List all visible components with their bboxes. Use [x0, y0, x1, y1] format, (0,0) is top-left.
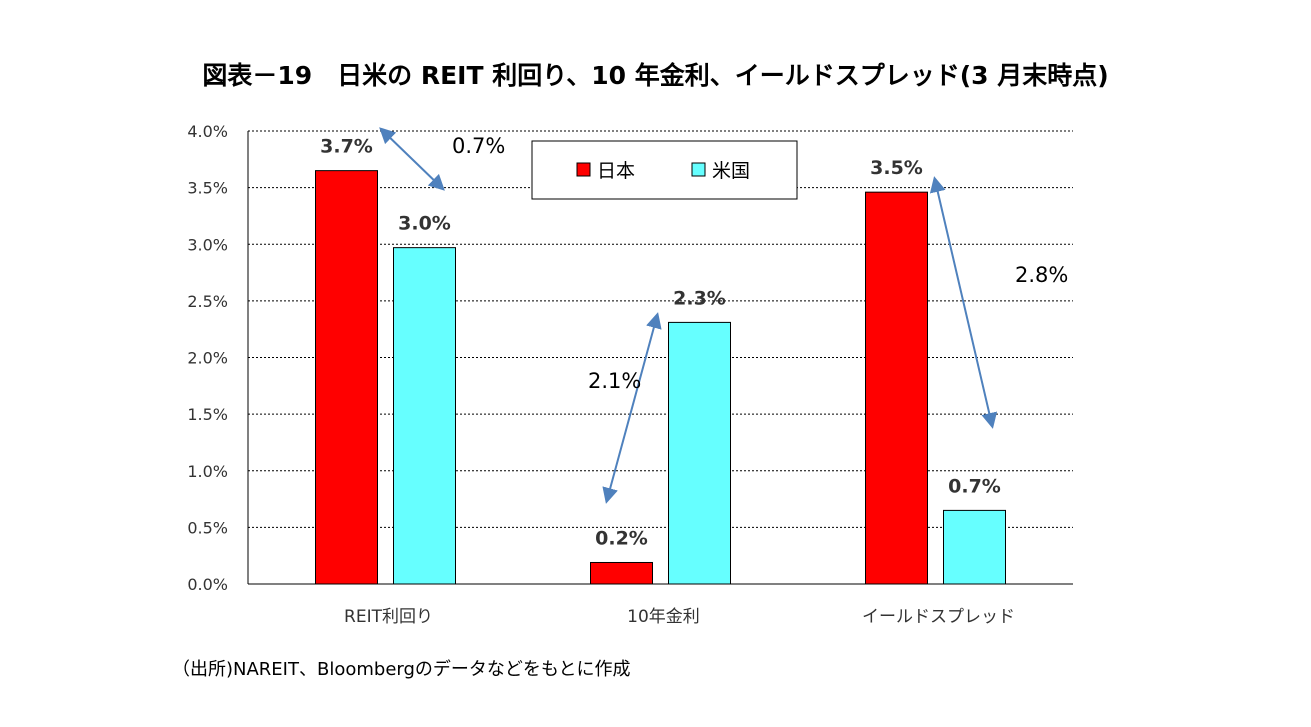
spread-label: 2.1%	[588, 369, 641, 393]
y-tick-label: 2.5%	[187, 292, 228, 311]
bar-us	[393, 247, 456, 585]
source-note: （出所)NAREIT、Bloombergのデータなどをもとに作成	[172, 659, 631, 680]
spread-arrow	[379, 127, 445, 191]
y-tick-label: 3.5%	[187, 179, 228, 198]
data-label: 2.3%	[673, 287, 726, 309]
bar-japan	[590, 561, 653, 585]
bar-japan	[315, 170, 378, 585]
spread-label: 2.8%	[1015, 263, 1068, 287]
spread-label: 0.7%	[452, 134, 505, 158]
y-tick-label: 0.5%	[187, 518, 228, 537]
y-tick-label: 4.0%	[187, 122, 228, 141]
spread-arrow	[602, 312, 662, 504]
legend-swatch	[691, 162, 706, 177]
x-tick-label: REIT利回り	[344, 607, 433, 627]
x-tick-label: 10年金利	[627, 607, 700, 627]
legend-swatch	[576, 162, 591, 177]
legend-box	[531, 140, 798, 200]
data-label: 0.2%	[595, 527, 648, 549]
chart-title: 図表－19 日米の REIT 利回り、10 年金利、イールドスプレッド(3 月末…	[202, 61, 1109, 90]
x-tick-label: イールドスプレッド	[862, 607, 1015, 627]
data-label: 3.5%	[870, 157, 923, 179]
data-label: 3.7%	[320, 136, 373, 158]
legend-label: 米国	[712, 160, 750, 182]
data-label: 0.7%	[948, 475, 1001, 497]
data-label: 3.0%	[398, 213, 451, 235]
legend-label: 日本	[597, 160, 635, 182]
y-tick-label: 2.0%	[187, 349, 228, 368]
bar-japan	[865, 191, 928, 585]
y-tick-label: 0.0%	[187, 575, 228, 594]
y-tick-label: 1.5%	[187, 405, 228, 424]
bar-us	[668, 321, 731, 585]
bar-us	[943, 509, 1006, 585]
y-tick-label: 3.0%	[187, 235, 228, 254]
spread-arrow	[929, 176, 998, 429]
y-tick-label: 1.0%	[187, 462, 228, 481]
